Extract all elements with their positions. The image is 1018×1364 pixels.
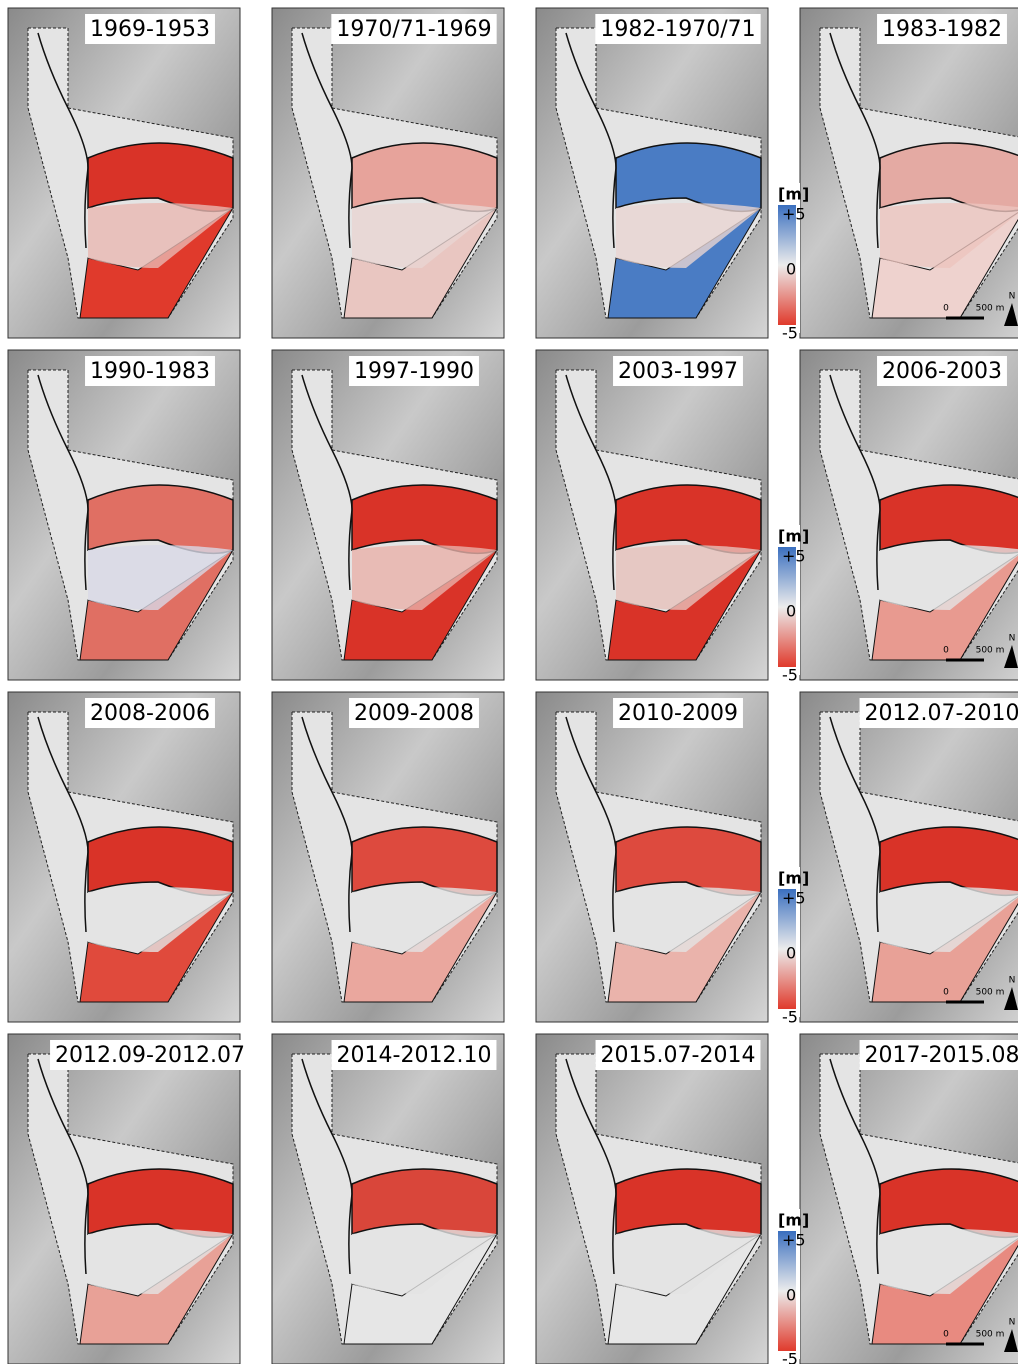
map-panel: 1970/71-1969 [272,8,504,338]
map-panel: 2017-2015.08 [800,1034,1018,1364]
legend-min: -5 [782,666,798,685]
map-panel: 2008-2006 [8,692,240,1022]
figure: 1969-1953 1970/71-1969 1982-1970/71 1983-19… [0,0,1018,1364]
panel-title: 1990-1983 [90,359,210,384]
north-label: N [1009,292,1016,302]
map-panel: 1997-1990 [272,350,504,680]
scale-end: 500 m [976,1330,1005,1340]
legend-unit: [m] [778,1211,809,1230]
legend-min: -5 [782,1350,798,1364]
legend-mid: 0 [786,944,796,963]
page: {"rows": [ {"panels": [{"title": "1969-1… [0,0,1018,1364]
map-panel: 1969-1953 [8,8,240,338]
map-panel: 2012.09-2012.07 [8,1034,250,1364]
legend-max: +5 [782,205,806,224]
panel-title: 1982-1970/71 [600,17,755,42]
legend-unit: [m] [778,185,809,204]
panel-title: 2015.07-2014 [601,1043,756,1068]
panel-title: 2008-2006 [90,701,210,726]
scale-start: 0 [943,304,949,314]
legend-unit: [m] [778,527,809,546]
legend-max: +5 [782,1231,806,1250]
scale-end: 500 m [976,646,1005,656]
map-panel: 2010-2009 [536,692,768,1022]
scale-start: 0 [943,988,949,998]
legend-mid: 0 [786,602,796,621]
map-panel: 1983-1982 [800,8,1018,338]
scale-end: 500 m [976,304,1005,314]
panel-title: 2012.09-2012.07 [55,1043,245,1068]
map-panel: 2012.07-2010 [800,692,1018,1022]
panel-title: 1997-1990 [354,359,474,384]
panel-title: 1983-1982 [882,17,1002,42]
legend-min: -5 [782,1008,798,1027]
north-label: N [1009,1318,1016,1328]
panel-title: 2017-2015.08 [865,1043,1018,1068]
map-panel: 2006-2003 [800,350,1018,680]
panel-title: 1969-1953 [90,17,210,42]
map-panel: 2015.07-2014 [536,1034,768,1364]
map-panel: 2014-2012.10 [272,1034,504,1364]
panel-title: 2012.07-2010 [865,701,1018,726]
legend-min: -5 [782,324,798,343]
map-panel: 2003-1997 [536,350,768,680]
map-panel: 1990-1983 [8,350,240,680]
panel-title: 2010-2009 [618,701,738,726]
scale-start: 0 [943,1330,949,1340]
scale-end: 500 m [976,988,1005,998]
map-panel: 1982-1970/71 [536,8,768,338]
legend-mid: 0 [786,1286,796,1305]
panel-title: 2006-2003 [882,359,1002,384]
map-panel: 2009-2008 [272,692,504,1022]
legend-unit: [m] [778,869,809,888]
legend-max: +5 [782,889,806,908]
panel-title: 1970/71-1969 [336,17,491,42]
north-label: N [1009,976,1016,986]
legend-max: +5 [782,547,806,566]
scale-start: 0 [943,646,949,656]
panel-title: 2003-1997 [618,359,738,384]
panel-title: 2009-2008 [354,701,474,726]
panel-title: 2014-2012.10 [337,1043,492,1068]
legend-mid: 0 [786,260,796,279]
north-label: N [1009,634,1016,644]
